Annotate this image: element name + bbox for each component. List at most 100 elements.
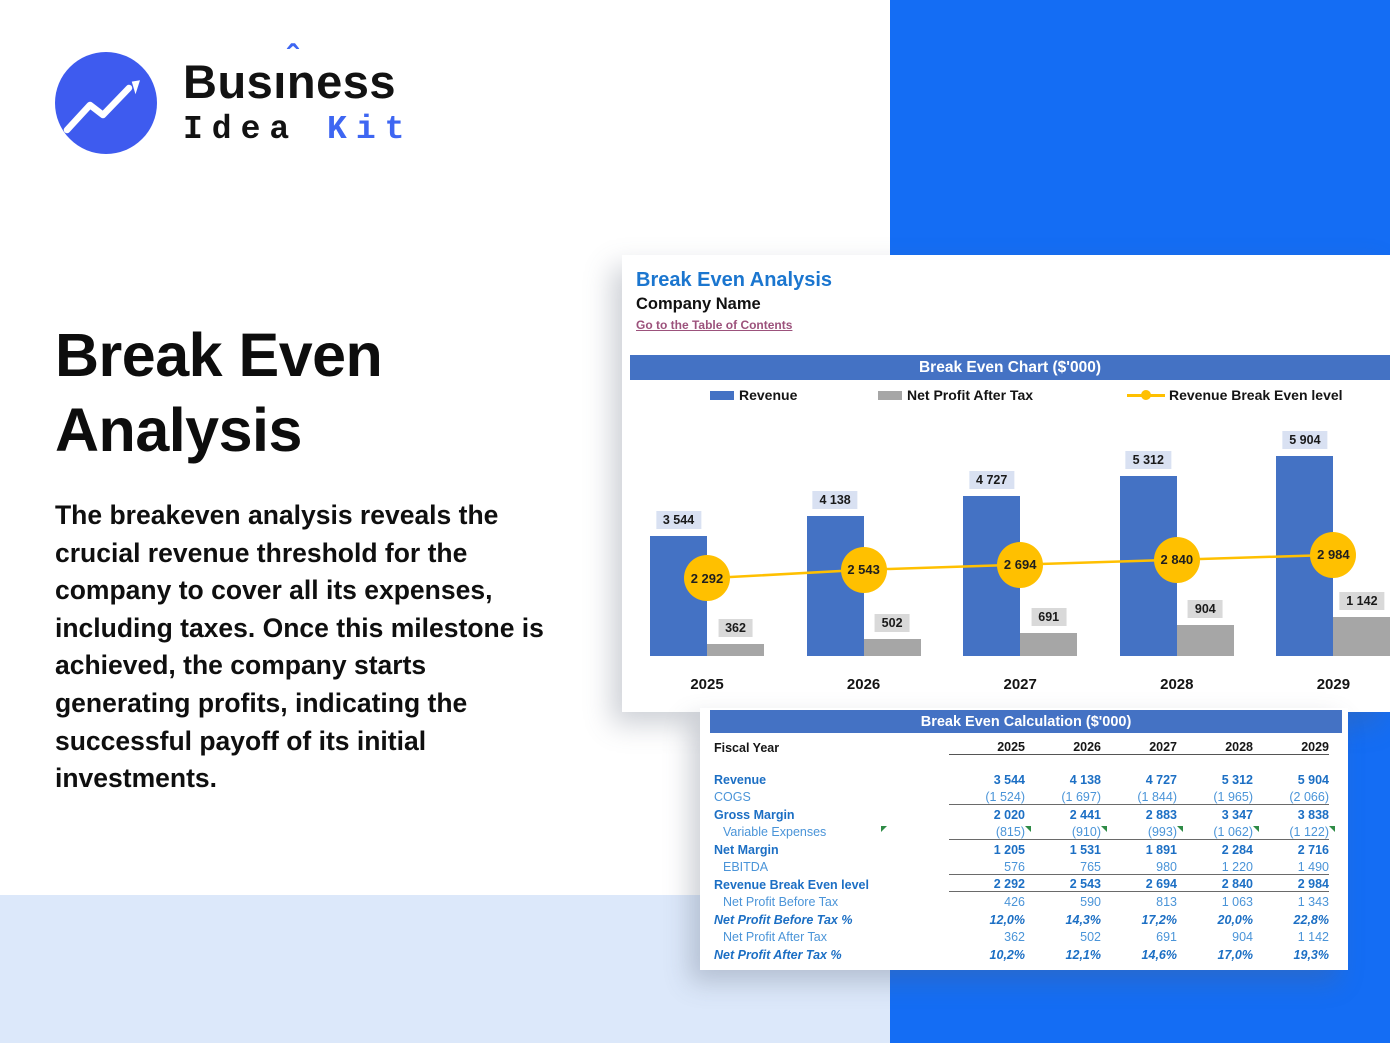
cell-value: 590 <box>1080 895 1101 910</box>
brand-line2: Idea Kit <box>183 111 414 148</box>
cell-value: 12,0% <box>989 912 1025 927</box>
cell-value: 362 <box>1004 930 1025 945</box>
cell-value: 2 441 <box>1069 807 1101 822</box>
break-even-point: 2 543 <box>840 546 887 593</box>
cell-value: (1 122) <box>1253 825 1335 839</box>
cell-value: 904 <box>1232 930 1253 945</box>
break-even-point: 2 840 <box>1153 536 1200 583</box>
brand-line1: Busı ˆ ness <box>183 39 396 108</box>
table-row: Variable Expenses (815) (910) (993) (1 062)(… <box>714 824 1335 842</box>
cell-value: (1 844) <box>1137 789 1177 804</box>
net-profit-bar <box>1020 632 1078 656</box>
legend-item-revenue-break-even-level: Revenue Break Even level <box>1127 387 1343 403</box>
comment-marker-icon <box>1101 825 1107 832</box>
cell-value: 3 347 <box>1221 807 1253 822</box>
cell-value: (1 062) <box>1177 825 1259 839</box>
brand-logo: Busı ˆ ness Idea Kit <box>55 39 414 154</box>
net-profit-data-label: 904 <box>1187 600 1223 619</box>
trend-arrow-icon <box>55 52 157 154</box>
cell-value: 2 292 <box>993 877 1025 892</box>
cell-value: (910) <box>1025 825 1107 839</box>
year-column-header: 2026 <box>1073 740 1101 754</box>
row-label: Net Margin <box>714 842 779 857</box>
page-title: Break Even Analysis <box>55 321 383 464</box>
cell-value: 576 <box>1004 859 1025 874</box>
x-axis-label: 2029 <box>1316 676 1351 693</box>
revenue-data-label: 4 138 <box>812 490 858 509</box>
cell-value: 5 312 <box>1221 772 1253 787</box>
table-row: Revenue 3 544 4 138 4 727 5 312 5 904 <box>714 771 1329 789</box>
cell-value: 1 220 <box>1221 859 1253 874</box>
table-of-contents-link[interactable]: Go to the Table of Contents <box>636 318 793 332</box>
row-label: Net Profit After Tax <box>723 930 827 945</box>
legend-swatch <box>1127 390 1165 400</box>
break-even-point: 2 694 <box>997 541 1044 588</box>
cell-value: 12,1% <box>1065 947 1101 962</box>
cell-value: 4 727 <box>1145 772 1177 787</box>
legend-swatch <box>878 390 902 400</box>
spreadsheet-chart-card: Break Even Analysis Company Name Go to t… <box>622 255 1390 712</box>
table-row: Gross Margin 2 020 2 441 2 883 3 347 3 838 <box>714 806 1329 824</box>
comment-marker-icon <box>1025 825 1031 832</box>
cell-value: 980 <box>1156 859 1177 874</box>
table-row: Net Profit After Tax 362 502 691 904 1 142 <box>714 929 1329 947</box>
cell-value: 2 984 <box>1297 877 1329 892</box>
x-axis-label: 2027 <box>1003 676 1037 693</box>
net-profit-bar <box>707 643 764 656</box>
cell-value: 17,0% <box>1217 947 1253 962</box>
cell-value: 2 543 <box>1069 877 1101 892</box>
caret-accent: ˆ <box>286 39 299 77</box>
cell-value: 14,6% <box>1141 947 1177 962</box>
fiscal-year-label: Fiscal Year <box>714 740 780 755</box>
brand-text: Busı ˆ ness Idea Kit <box>183 39 414 148</box>
cell-value: 502 <box>1080 930 1101 945</box>
cell-value: 2 840 <box>1221 877 1253 892</box>
cell-value: 1 063 <box>1221 895 1253 910</box>
table-row: Net Profit After Tax % 10,2% 12,1% 14,6% 17,… <box>714 946 1329 964</box>
sheet-title: Break Even Analysis <box>636 269 833 291</box>
comment-marker-icon <box>1253 825 1259 832</box>
chart-section-header: Break Even Chart ($'000) <box>630 355 1390 380</box>
cell-value: (993) <box>1101 825 1183 839</box>
cell-value: 19,3% <box>1293 947 1329 962</box>
revenue-data-label: 5 904 <box>1282 430 1328 449</box>
calc-table: Fiscal Year 2025 2026 2027 2028 2029 Revenue 3 … <box>714 738 1335 964</box>
table-row: Net Profit Before Tax 426 590 813 1 063 1 343 <box>714 894 1329 912</box>
legend-label: Revenue <box>739 387 798 403</box>
x-axis-label: 2028 <box>1160 676 1194 693</box>
row-label: Gross Margin <box>714 807 795 822</box>
comment-marker-icon <box>1177 825 1183 832</box>
revenue-data-label: 4 727 <box>969 470 1015 489</box>
cell-value: 1 343 <box>1297 895 1329 910</box>
table-row: EBITDA 576 765 980 1 220 1 490 <box>714 859 1329 877</box>
cell-value: 5 904 <box>1297 772 1329 787</box>
table-row: COGS (1 524) (1 697) (1 844) (1 965) (2 066) <box>714 789 1329 807</box>
cell-value: 4 138 <box>1069 772 1101 787</box>
cell-value: 3 838 <box>1297 807 1329 822</box>
cell-value: 2 883 <box>1145 807 1177 822</box>
cell-value: 22,8% <box>1293 912 1329 927</box>
cell-value: 17,2% <box>1141 912 1177 927</box>
year-column-header: 2025 <box>997 740 1025 754</box>
cell-value: (1 524) <box>985 789 1025 804</box>
cell-value: 1 490 <box>1297 859 1329 874</box>
fiscal-year-row: Fiscal Year 2025 2026 2027 2028 2029 <box>714 738 1329 757</box>
x-axis-label: 2026 <box>846 676 881 693</box>
cell-value: 10,2% <box>989 947 1025 962</box>
cell-value: 3 544 <box>993 772 1025 787</box>
revenue-data-label: 3 544 <box>655 510 702 529</box>
cell-value: (2 066) <box>1289 789 1329 804</box>
cell-value: 426 <box>1004 895 1025 910</box>
net-profit-bar <box>1333 617 1390 656</box>
cell-value: 1 531 <box>1069 842 1101 857</box>
legend-item-revenue: Revenue <box>710 387 797 403</box>
chart-plot: 3 544 362 2025 4 138 502 2026 4 727 691 2027 5 31… <box>622 410 1390 710</box>
row-label: Revenue <box>714 772 767 787</box>
sheet-company-name: Company Name <box>636 295 761 313</box>
cell-value: 1 142 <box>1297 930 1329 945</box>
cell-value: 2 694 <box>1145 877 1177 892</box>
break-even-point: 2 984 <box>1310 531 1357 578</box>
cell-value: 691 <box>1156 930 1177 945</box>
net-profit-bar <box>1176 625 1234 656</box>
comment-marker-icon <box>881 825 887 832</box>
